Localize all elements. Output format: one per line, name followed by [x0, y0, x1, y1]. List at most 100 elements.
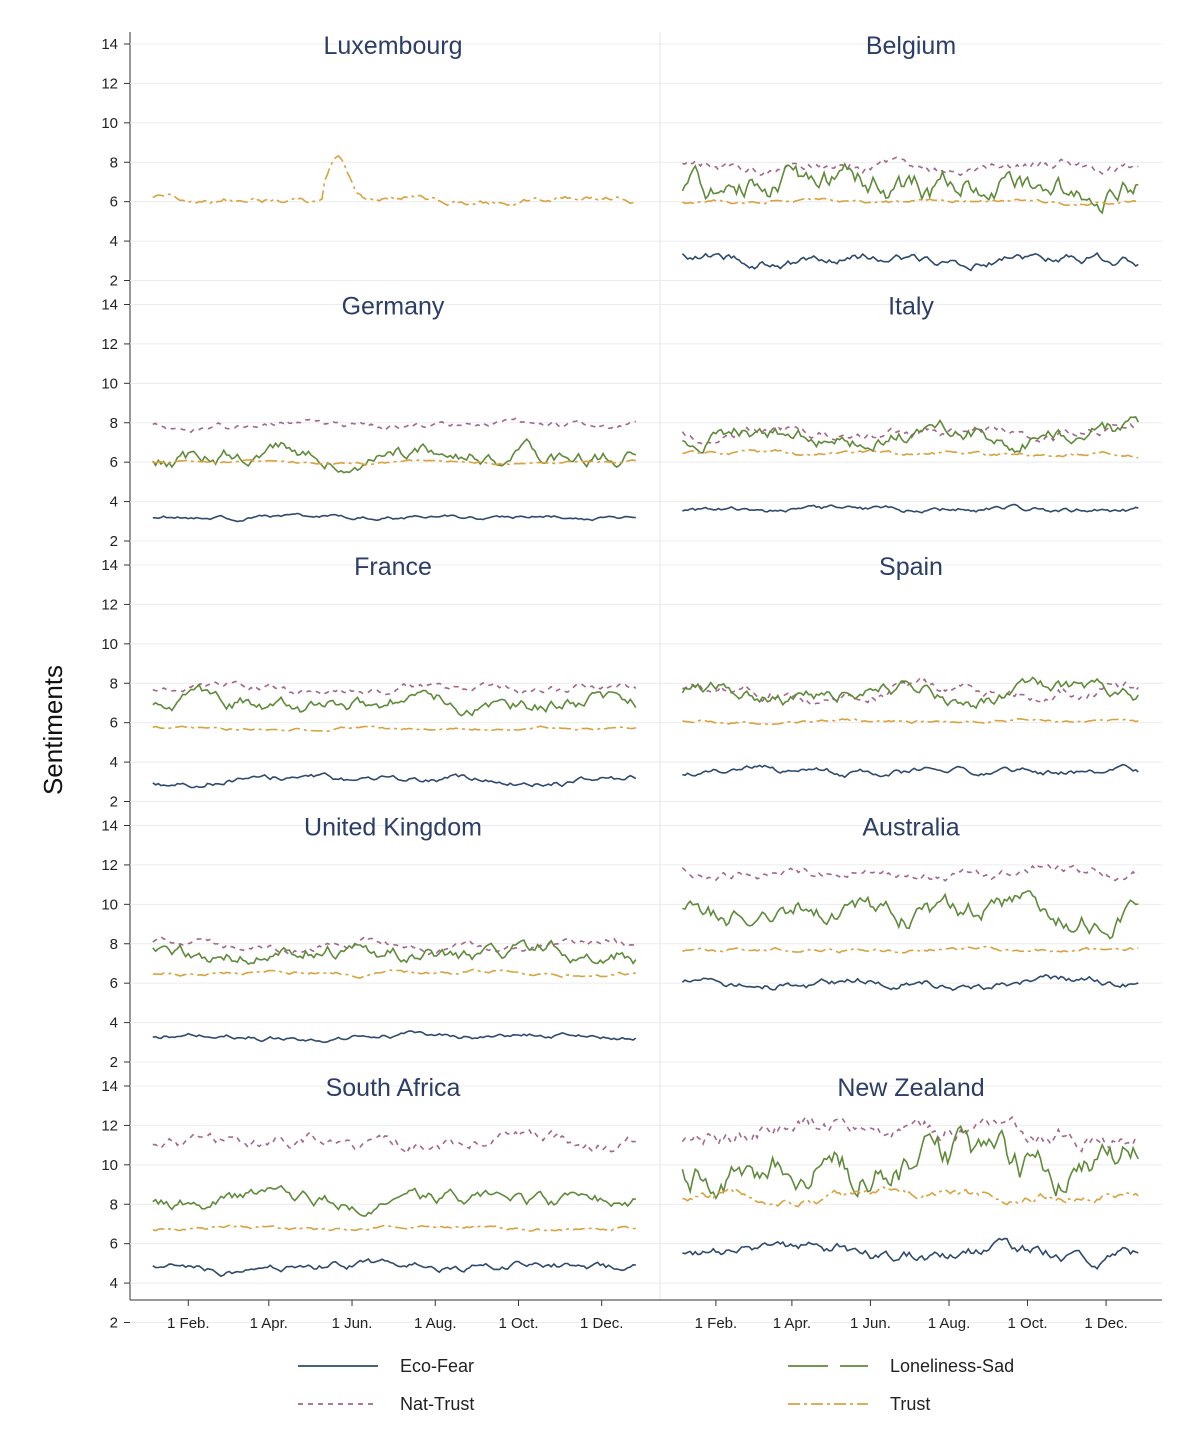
- panel-italy: Italy: [681, 293, 1140, 514]
- panel-united-kingdom: United Kingdom: [152, 814, 637, 1044]
- series-line-eco-fear: [681, 251, 1139, 272]
- series-line-loneliness-sad: [152, 438, 637, 474]
- legend-label: Loneliness-Sad: [890, 1356, 1014, 1376]
- y-tick-label: 14: [101, 1078, 118, 1095]
- y-tick-label: 6: [110, 1236, 118, 1253]
- y-tick-label: 12: [101, 857, 118, 874]
- series-line-eco-fear: [682, 763, 1139, 779]
- y-tick-label: 4: [110, 1275, 118, 1292]
- y-tick-label: 6: [110, 975, 118, 992]
- legend-item-eco-fear: Eco-Fear: [298, 1356, 474, 1376]
- series-line-trust: [152, 725, 637, 733]
- panel-title: Australia: [862, 814, 959, 842]
- series-line-trust: [682, 448, 1139, 459]
- x-tick-label: 1 Aug.: [928, 1315, 971, 1332]
- y-tick-label: 6: [110, 715, 118, 732]
- panel-title: Belgium: [866, 32, 956, 60]
- y-tick-label: 14: [101, 297, 118, 314]
- panel-germany: Germany: [152, 293, 637, 523]
- panel-france: France: [152, 553, 637, 789]
- panel-title: France: [354, 553, 432, 581]
- legend-item-trust: Trust: [788, 1394, 930, 1414]
- series-line-loneliness-sad: [681, 676, 1139, 710]
- y-tick-label: 8: [110, 154, 118, 171]
- y-tick-label: 4: [110, 233, 118, 250]
- legend-item-nat-trust: Nat-Trust: [298, 1394, 474, 1414]
- series-line-nat-trust: [152, 1128, 636, 1155]
- series-line-loneliness-sad: [681, 1124, 1140, 1201]
- panel-title: New Zealand: [837, 1074, 984, 1102]
- y-tick-label: 2: [110, 533, 118, 550]
- y-tick-label: 14: [101, 557, 118, 574]
- legend-label: Eco-Fear: [400, 1356, 474, 1376]
- y-tick-label: 4: [110, 494, 118, 511]
- y-tick-label: 6: [110, 454, 118, 471]
- panel-south-africa: South Africa: [152, 1074, 636, 1278]
- x-tick-label: 1 Aug.: [414, 1315, 457, 1332]
- x-tick-label: 1 Apr.: [250, 1315, 288, 1332]
- y-tick-label: 12: [101, 596, 118, 613]
- series-line-trust: [152, 1224, 636, 1232]
- series-line-trust: [682, 1185, 1139, 1208]
- x-tick-label: 1 Dec.: [1084, 1315, 1127, 1332]
- legend-item-loneliness-sad: Loneliness-Sad: [788, 1356, 1014, 1376]
- panel-australia: Australia: [681, 814, 1139, 992]
- panel-title: Germany: [342, 293, 445, 321]
- y-tick-label: 14: [101, 818, 118, 835]
- panel-title: Spain: [879, 553, 943, 581]
- series-line-eco-fear: [681, 973, 1139, 992]
- series-line-loneliness-sad: [682, 415, 1140, 454]
- y-tick-label: 10: [101, 115, 118, 132]
- panel-title: Italy: [888, 293, 934, 321]
- panel-new-zealand: New Zealand: [681, 1074, 1140, 1271]
- y-tick-label: 12: [101, 336, 118, 353]
- x-tick-label: 1 Feb.: [167, 1315, 210, 1332]
- y-tick-label: 4: [110, 754, 118, 771]
- panel-spain: Spain: [681, 553, 1139, 779]
- series-line-nat-trust: [152, 680, 637, 696]
- series-line-trust: [152, 154, 637, 207]
- y-tick-label: 12: [101, 1117, 118, 1134]
- x-tick-label: 1 Jun.: [850, 1315, 891, 1332]
- y-tick-label: 2: [110, 1054, 118, 1071]
- y-tick-label: 2: [110, 273, 118, 290]
- series-line-loneliness-sad: [681, 161, 1139, 215]
- y-tick-label: 12: [101, 75, 118, 92]
- series-line-trust: [682, 945, 1139, 954]
- series-line-eco-fear: [152, 1257, 636, 1278]
- y-tick-label: 8: [110, 936, 118, 953]
- panel-title: Luxembourg: [324, 32, 463, 60]
- y-tick-label: 10: [101, 896, 118, 913]
- y-tick-label: 8: [110, 675, 118, 692]
- series-line-loneliness-sad: [152, 939, 637, 966]
- y-tick-label: 8: [110, 1196, 118, 1213]
- y-tick-label: 10: [101, 375, 118, 392]
- x-tick-label: 1 Oct.: [498, 1315, 538, 1332]
- x-tick-label: 1 Oct.: [1008, 1315, 1048, 1332]
- series-line-loneliness-sad: [152, 683, 637, 717]
- y-axis-label: Sentiments: [38, 665, 68, 795]
- x-tick-label: 1 Jun.: [332, 1315, 373, 1332]
- series-line-nat-trust: [682, 156, 1139, 177]
- series-line-loneliness-sad: [682, 890, 1139, 940]
- series-line-nat-trust: [681, 1115, 1139, 1153]
- series-line-eco-fear: [682, 503, 1139, 514]
- y-tick-label: 6: [110, 194, 118, 211]
- series-line-trust: [152, 458, 636, 466]
- series-line-eco-fear: [152, 772, 637, 789]
- legend-label: Nat-Trust: [400, 1394, 474, 1414]
- series-line-eco-fear: [152, 512, 636, 523]
- series-line-trust: [682, 717, 1139, 726]
- y-tick-label: 10: [101, 636, 118, 653]
- y-tick-label: 2: [110, 794, 118, 811]
- y-tick-label: 8: [110, 415, 118, 432]
- series-line-loneliness-sad: [152, 1184, 636, 1217]
- series-line-eco-fear: [152, 1030, 637, 1044]
- series-line-eco-fear: [682, 1237, 1139, 1271]
- x-tick-label: 1 Dec.: [580, 1315, 623, 1332]
- series-line-trust: [682, 197, 1139, 207]
- x-tick-label: 1 Feb.: [695, 1315, 738, 1332]
- x-tick-label: 1 Apr.: [773, 1315, 811, 1332]
- series-line-trust: [152, 968, 636, 979]
